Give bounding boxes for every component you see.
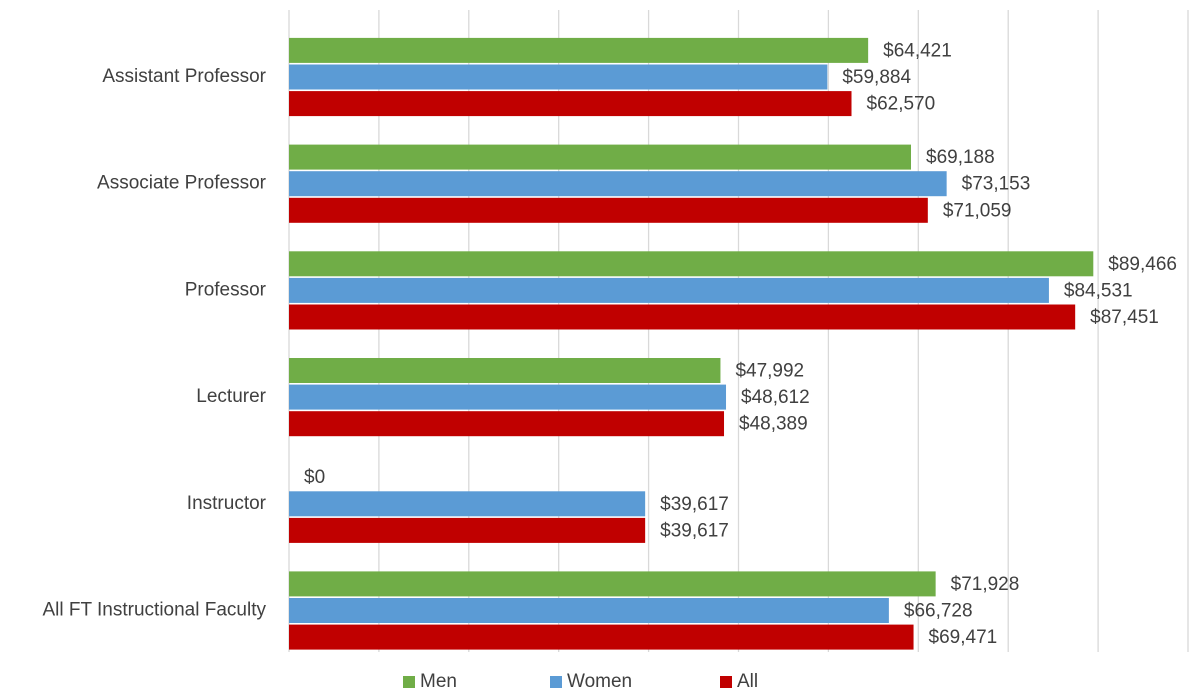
data-label: $0 bbox=[304, 467, 325, 488]
legend-swatch bbox=[550, 676, 562, 688]
bar bbox=[289, 411, 725, 437]
data-label: $71,059 bbox=[943, 200, 1012, 221]
legend-swatch bbox=[403, 676, 415, 688]
legend-swatch bbox=[720, 676, 732, 688]
bar bbox=[289, 571, 936, 597]
bar bbox=[289, 304, 1076, 330]
category-label: Assistant Professor bbox=[102, 66, 266, 87]
bar bbox=[289, 91, 852, 117]
bar bbox=[289, 277, 1049, 303]
bar bbox=[289, 517, 646, 543]
data-label: $69,471 bbox=[929, 627, 998, 648]
data-label: $39,617 bbox=[660, 494, 729, 515]
data-label: $71,928 bbox=[951, 574, 1020, 595]
bar bbox=[289, 598, 889, 623]
data-label: $47,992 bbox=[735, 361, 804, 382]
bar bbox=[289, 358, 721, 383]
category-label: Professor bbox=[185, 279, 267, 300]
data-label: $59,884 bbox=[842, 67, 911, 88]
bar bbox=[289, 171, 947, 197]
data-label: $39,617 bbox=[660, 520, 729, 541]
bar bbox=[289, 144, 912, 170]
legend-label: All bbox=[737, 671, 758, 691]
bar bbox=[289, 384, 727, 410]
category-label: All FT Instructional Faculty bbox=[42, 600, 266, 621]
data-label: $89,466 bbox=[1108, 254, 1177, 275]
bar bbox=[289, 491, 646, 517]
data-label: $73,153 bbox=[962, 174, 1031, 195]
bar bbox=[289, 64, 828, 90]
data-label: $64,421 bbox=[883, 40, 952, 61]
data-label: $48,389 bbox=[739, 414, 808, 435]
legend-label: Women bbox=[567, 671, 632, 691]
data-label: $84,531 bbox=[1064, 280, 1133, 301]
bar bbox=[289, 37, 869, 63]
bar bbox=[289, 251, 1094, 277]
data-label: $87,451 bbox=[1090, 307, 1159, 328]
data-label: $48,612 bbox=[741, 387, 810, 408]
category-label: Instructor bbox=[187, 493, 267, 514]
legend-label: Men bbox=[420, 671, 457, 691]
data-label: $66,728 bbox=[904, 601, 973, 622]
bar bbox=[289, 624, 914, 650]
bar bbox=[289, 197, 928, 223]
category-label: Lecturer bbox=[196, 386, 266, 407]
category-label: Associate Professor bbox=[97, 173, 267, 194]
data-label: $62,570 bbox=[867, 94, 936, 115]
data-label: $69,188 bbox=[926, 147, 995, 168]
